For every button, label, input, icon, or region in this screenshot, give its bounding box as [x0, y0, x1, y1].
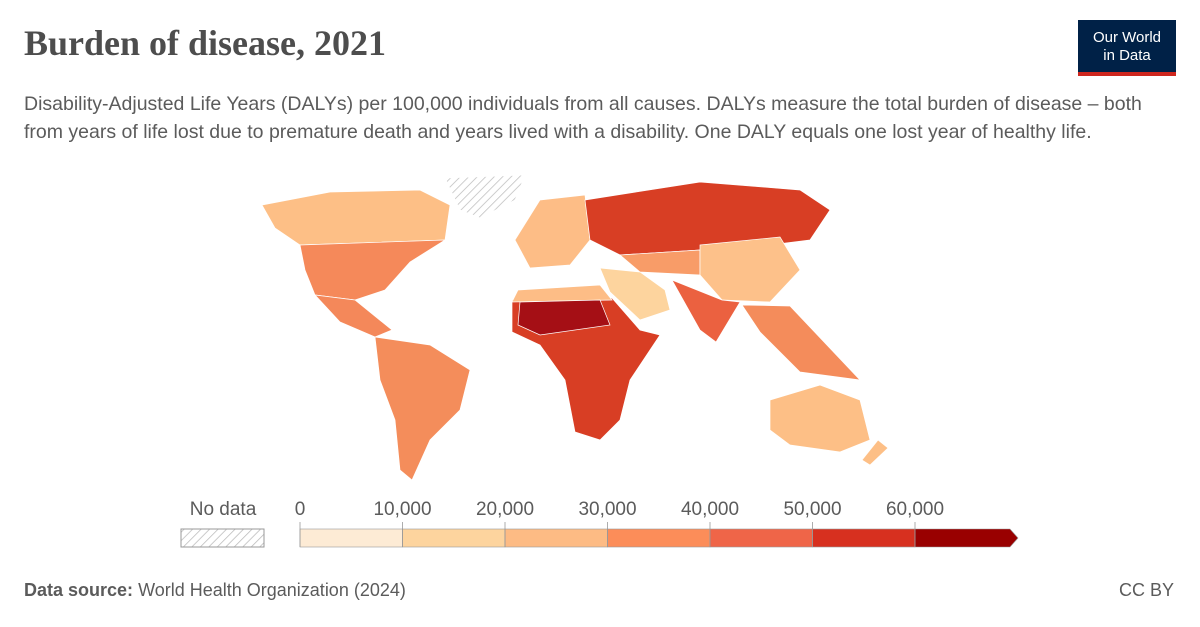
- legend-bin: [299, 528, 403, 548]
- legend-bin: [402, 528, 506, 548]
- logo-line: in Data: [1103, 47, 1151, 64]
- region: [671, 279, 741, 343]
- legend: No data 0 10,000 20,000 30,000 40,000 50,000 6…: [180, 499, 1019, 548]
- region: [769, 384, 871, 453]
- region: [699, 236, 801, 303]
- legend-tick-label: 30,000: [578, 499, 636, 520]
- no-data-swatch: [180, 528, 265, 548]
- region: [861, 439, 889, 466]
- subtitle: Disability-Adjusted Life Years (DALYs) p…: [24, 93, 1142, 143]
- legend-tick-label: 60,000: [886, 499, 944, 520]
- logo-line: Our World: [1092, 29, 1162, 46]
- legend-bin: [709, 528, 813, 548]
- region: [514, 194, 591, 269]
- region: [314, 294, 393, 338]
- legend-tick-label: 10,000: [373, 499, 431, 520]
- region: [444, 174, 526, 219]
- no-data-label: No data: [190, 499, 257, 520]
- world-map: [261, 174, 889, 481]
- legend-bin: [504, 528, 608, 548]
- region: [511, 284, 613, 303]
- region: [517, 299, 611, 336]
- legend-bin: [812, 528, 916, 548]
- license: CC BY: [1118, 580, 1174, 600]
- region: [584, 181, 831, 256]
- legend-tick-label: 20,000: [476, 499, 534, 520]
- title: Burden of disease, 2021: [24, 23, 387, 63]
- region: [741, 304, 861, 381]
- region: [599, 267, 671, 321]
- logo[interactable]: Our World in Data: [1078, 20, 1176, 76]
- source: Data source: World Health Organization (…: [24, 580, 406, 601]
- legend-tick-label: 0: [295, 499, 306, 520]
- legend-tick-label: 40,000: [681, 499, 739, 520]
- source-label: Data source:: [24, 580, 134, 600]
- legend-bin: [607, 528, 711, 548]
- region: [374, 336, 471, 481]
- source-text: World Health Organization (2024): [138, 580, 406, 600]
- legend-bin: [914, 528, 1019, 548]
- region: [261, 189, 451, 246]
- region: [299, 239, 447, 301]
- legend-tick-label: 50,000: [783, 499, 841, 520]
